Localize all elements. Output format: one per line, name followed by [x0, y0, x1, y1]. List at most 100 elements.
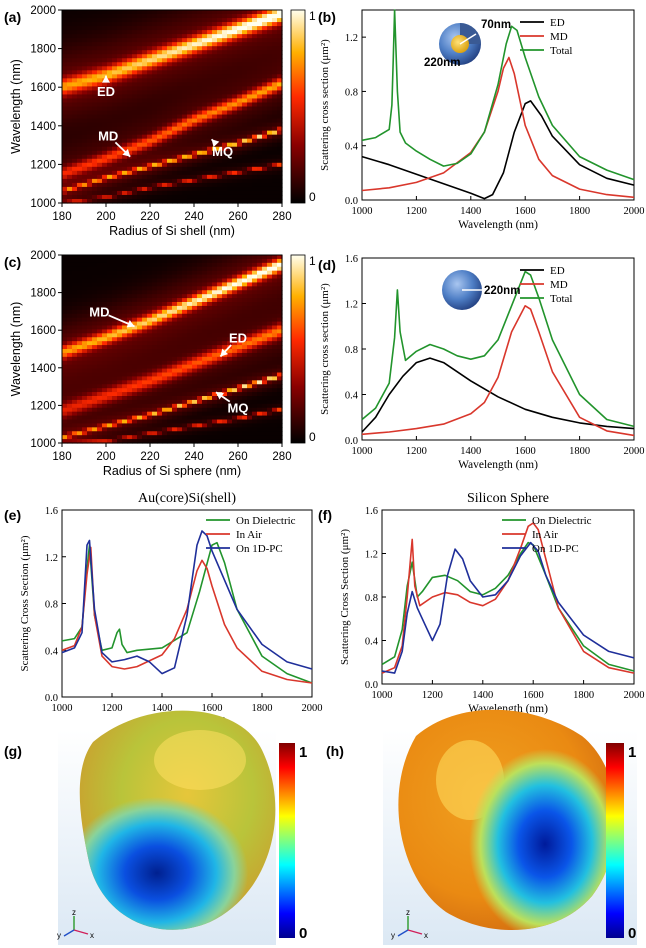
heatmap-cell	[77, 368, 83, 374]
heatmap-cell	[182, 419, 188, 425]
heatmap-cell	[177, 186, 183, 192]
heatmap-cell	[102, 317, 108, 323]
heatmap-cell	[117, 154, 123, 160]
heatmap-cell	[167, 302, 173, 307]
heatmap-cell	[252, 146, 258, 152]
annotation-arrowhead	[102, 75, 110, 83]
heatmap-cell	[237, 94, 243, 100]
heatmap-cell	[202, 262, 208, 268]
heatmap-cell	[117, 262, 123, 268]
heatmap-cell	[177, 388, 183, 393]
heatmap-cell	[97, 399, 103, 405]
heatmap-cell	[252, 258, 258, 264]
heatmap-cell	[97, 146, 103, 152]
heatmap-cell	[112, 70, 118, 75]
heatmap-cell	[72, 341, 78, 346]
heatmap-cell	[112, 388, 118, 393]
surface-shading	[436, 740, 617, 931]
heatmap-cell	[187, 154, 193, 160]
heatmap-cell	[97, 34, 103, 39]
heatmap-cell	[147, 70, 153, 75]
heatmap-cell	[267, 356, 273, 362]
heatmap-cell	[132, 178, 138, 184]
heatmap-cell	[167, 190, 173, 196]
heatmap-cell	[112, 18, 118, 23]
heatmap-cell	[227, 337, 233, 342]
heatmap-cell	[82, 26, 88, 31]
heatmap-cell	[107, 10, 113, 15]
heatmap-cell	[212, 317, 218, 323]
heatmap-cell	[212, 274, 218, 280]
colorbar-max-label: 1	[299, 744, 307, 761]
heatmap-cell	[117, 403, 123, 409]
heatmap-cell	[242, 403, 248, 409]
heatmap-cell	[72, 26, 78, 31]
heatmap-cell	[252, 26, 258, 31]
heatmap-cell	[167, 439, 173, 444]
heatmap-cell	[257, 376, 263, 381]
y-tick-label: 1800	[30, 44, 56, 56]
heatmap-cell	[187, 290, 193, 295]
heatmap-cell	[222, 290, 228, 295]
heatmap-cell	[117, 110, 123, 116]
heatmap-cell	[112, 305, 118, 311]
heatmap-cell	[102, 150, 108, 156]
heatmap-cell	[202, 364, 208, 370]
heatmap-cell	[162, 50, 168, 55]
heatmap-cell	[142, 388, 148, 393]
heatmap-cell	[172, 190, 178, 196]
heatmap-cell	[212, 74, 218, 79]
heatmap-cell	[162, 403, 168, 409]
heatmap-cell	[212, 356, 218, 362]
x-tick-label: 1800	[569, 206, 590, 217]
heatmap-cell	[117, 42, 123, 47]
heatmap-cell	[172, 360, 178, 366]
heatmap-cell	[232, 14, 238, 19]
heatmap-cell	[217, 190, 223, 196]
heatmap-cell	[187, 298, 193, 303]
heatmap-cell	[247, 106, 253, 112]
heatmap-cell	[117, 142, 123, 148]
heatmap-cell	[257, 356, 263, 362]
heatmap-cell	[77, 74, 83, 79]
heatmap-cell	[237, 321, 243, 327]
heatmap-cell	[202, 178, 208, 184]
heatmap-cell	[117, 298, 123, 303]
heatmap-cell	[107, 333, 113, 338]
heatmap-cell	[187, 34, 193, 39]
heatmap-cell	[217, 74, 223, 79]
heatmap-cell	[92, 337, 98, 342]
heatmap-cell	[97, 372, 103, 378]
heatmap-cell	[272, 313, 278, 319]
heatmap-cell	[82, 54, 88, 59]
heatmap-cell	[242, 329, 248, 334]
heatmap-cell	[97, 345, 103, 350]
heatmap-cell	[237, 341, 243, 346]
solid-sphere-inset: 220nm	[442, 270, 520, 310]
heatmap-cell	[267, 90, 273, 96]
heatmap-cell	[142, 78, 148, 83]
heatmap-cell	[102, 74, 108, 79]
heatmap-cell	[157, 98, 163, 104]
x-tick-label: 180	[52, 211, 71, 223]
heatmap-cell	[92, 309, 98, 315]
heatmap-cell	[102, 66, 108, 71]
heatmap-cell	[217, 166, 223, 172]
heatmap-cell	[222, 360, 228, 366]
heatmap-cell	[177, 345, 183, 350]
heatmap-cell	[187, 146, 193, 152]
heatmap-cell	[107, 258, 113, 264]
heatmap-cell	[247, 186, 253, 192]
heatmap-cell	[77, 46, 83, 51]
heatmap-cell	[262, 258, 268, 264]
heatmap-cell	[142, 262, 148, 268]
heatmap-cell	[107, 190, 113, 196]
heatmap-cell	[147, 162, 153, 168]
heatmap-cell	[272, 118, 278, 124]
heatmap-cell	[232, 325, 238, 331]
heatmap-cell	[77, 14, 83, 19]
heatmap-cell	[157, 26, 163, 31]
heatmap-cell	[137, 376, 143, 381]
heatmap-cell	[187, 62, 193, 67]
heatmap-cell	[187, 110, 193, 116]
